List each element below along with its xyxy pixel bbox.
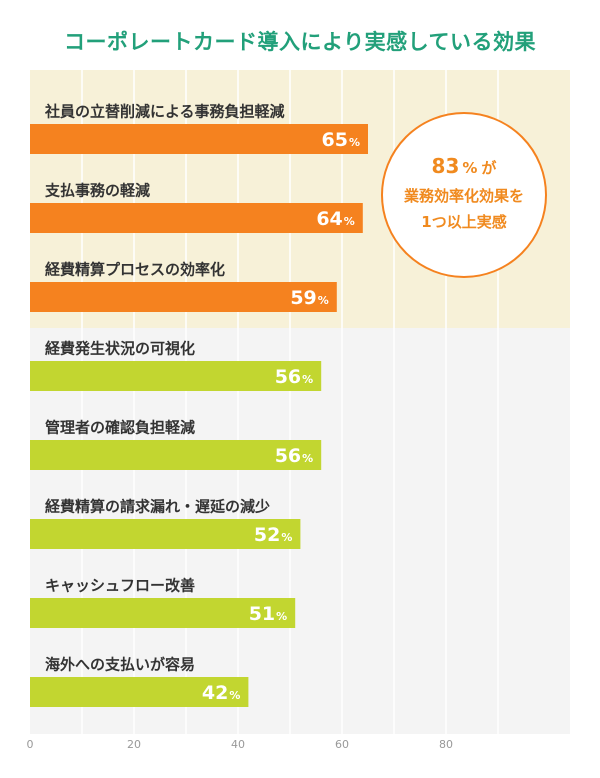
- data-label: 59%: [290, 287, 328, 309]
- data-label: 56%: [275, 366, 313, 388]
- callout-line-2: 業務効率化効果を: [403, 187, 524, 205]
- bar: [30, 598, 296, 628]
- data-label: 42%: [202, 682, 240, 704]
- bar: [30, 203, 363, 233]
- category-label: 社員の立替削減による事務負担軽減: [44, 103, 285, 121]
- x-tick-label: 20: [127, 738, 141, 751]
- bar: [30, 282, 337, 312]
- category-label: キャッシュフロー改善: [45, 577, 195, 595]
- data-label: 65%: [322, 129, 360, 151]
- category-label: 経費発生状況の可視化: [45, 340, 195, 358]
- callout-line-3: 1つ以上実感: [421, 213, 506, 231]
- category-label: 経費精算プロセスの効率化: [45, 261, 225, 279]
- x-tick-label: 80: [439, 738, 453, 751]
- callout-headline: 83% が: [432, 154, 498, 178]
- x-tick-label: 60: [335, 738, 349, 751]
- data-label: 52%: [254, 524, 292, 546]
- data-label: 51%: [249, 603, 287, 625]
- x-tick-label: 0: [27, 738, 34, 751]
- data-label: 64%: [316, 208, 354, 230]
- bar: [30, 124, 368, 154]
- data-label: 56%: [275, 445, 313, 467]
- bar: [30, 677, 249, 707]
- category-label: 海外への支払いが容易: [45, 656, 195, 674]
- chart-title: コーポレートカード導入により実感している効果: [64, 30, 536, 54]
- x-tick-label: 40: [231, 738, 245, 751]
- callout-ring: [381, 112, 547, 278]
- category-label: 管理者の確認負担軽減: [45, 419, 195, 437]
- bar: [30, 361, 322, 391]
- bar: [30, 440, 322, 470]
- bar: [30, 519, 301, 549]
- category-label: 経費精算の請求漏れ・遅延の減少: [45, 498, 270, 516]
- category-label: 支払事務の軽減: [44, 182, 150, 200]
